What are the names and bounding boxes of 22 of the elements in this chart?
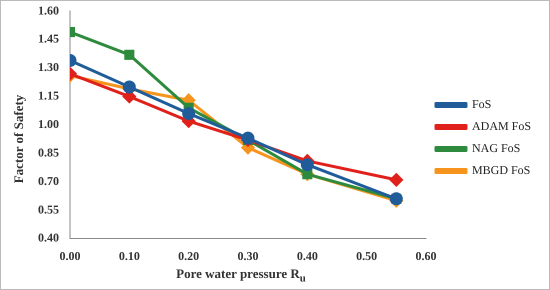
y-tick-label: 1.30 [38, 60, 59, 74]
legend-label: MBGD FoS [472, 163, 530, 178]
legend-label: ADAM FoS [472, 119, 531, 134]
y-tick-label: 0.40 [38, 230, 59, 245]
y-axis-title: Factor of Safety [11, 94, 27, 186]
y-tick-label: 0.85 [38, 145, 59, 160]
x-tick-label: 0.20 [178, 248, 200, 263]
y-tick-label: 1.15 [38, 88, 59, 103]
x-tick-label: 0.40 [296, 248, 318, 263]
x-tick-label: 0.60 [415, 248, 436, 263]
x-tick-label: 0.50 [356, 248, 378, 263]
y-tick-label: 0.70 [38, 174, 59, 188]
x-tick-label: 0.00 [60, 248, 80, 263]
y-tick-label: 0.55 [38, 202, 59, 216]
y-tick-label: 1.00 [38, 116, 59, 131]
x-tick-label: 0.30 [237, 248, 258, 263]
legend-label: FoS [472, 97, 492, 112]
x-axis-title: Pore water pressure R$_{u}$ [175, 266, 307, 285]
x-tick-label: 0.10 [118, 248, 140, 263]
legend-label: NAG FoS [472, 141, 520, 156]
y-tick-label: 1.60 [38, 3, 59, 18]
y-tick-label: 1.45 [38, 32, 59, 46]
